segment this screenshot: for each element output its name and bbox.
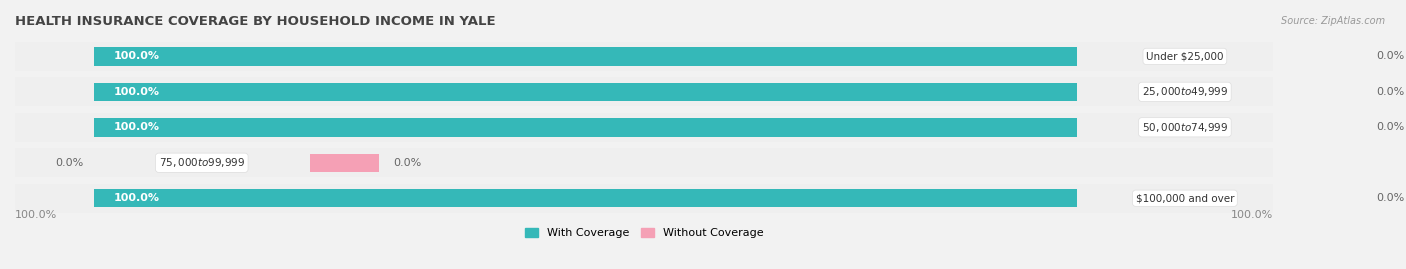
Bar — [94, 83, 1077, 101]
Bar — [15, 42, 1274, 71]
Text: 0.0%: 0.0% — [56, 158, 84, 168]
Text: 100.0%: 100.0% — [114, 87, 159, 97]
Bar — [15, 113, 1274, 142]
Text: 100.0%: 100.0% — [114, 193, 159, 203]
Bar — [94, 118, 1077, 136]
Text: 100.0%: 100.0% — [114, 122, 159, 132]
Text: 0.0%: 0.0% — [1376, 193, 1405, 203]
Bar — [1294, 47, 1362, 66]
Text: 0.0%: 0.0% — [1376, 87, 1405, 97]
Bar — [15, 148, 1274, 177]
Text: 100.0%: 100.0% — [15, 210, 58, 220]
Bar — [15, 184, 1274, 213]
Text: Source: ZipAtlas.com: Source: ZipAtlas.com — [1281, 16, 1385, 26]
Text: $25,000 to $49,999: $25,000 to $49,999 — [1142, 85, 1227, 98]
Bar — [94, 189, 1077, 207]
Bar — [1294, 189, 1362, 207]
Bar — [15, 77, 1274, 106]
Text: HEALTH INSURANCE COVERAGE BY HOUSEHOLD INCOME IN YALE: HEALTH INSURANCE COVERAGE BY HOUSEHOLD I… — [15, 15, 496, 28]
Text: 0.0%: 0.0% — [1376, 51, 1405, 61]
Legend: With Coverage, Without Coverage: With Coverage, Without Coverage — [524, 228, 763, 238]
Text: $50,000 to $74,999: $50,000 to $74,999 — [1142, 121, 1227, 134]
Bar — [1294, 118, 1362, 136]
Text: $100,000 and over: $100,000 and over — [1136, 193, 1234, 203]
Bar — [309, 154, 378, 172]
Bar — [1294, 83, 1362, 101]
Text: 100.0%: 100.0% — [114, 51, 159, 61]
Text: 100.0%: 100.0% — [1232, 210, 1274, 220]
Text: 0.0%: 0.0% — [394, 158, 422, 168]
Text: 0.0%: 0.0% — [1376, 122, 1405, 132]
Text: $75,000 to $99,999: $75,000 to $99,999 — [159, 156, 245, 169]
Bar — [94, 47, 1077, 66]
Text: Under $25,000: Under $25,000 — [1146, 51, 1223, 61]
